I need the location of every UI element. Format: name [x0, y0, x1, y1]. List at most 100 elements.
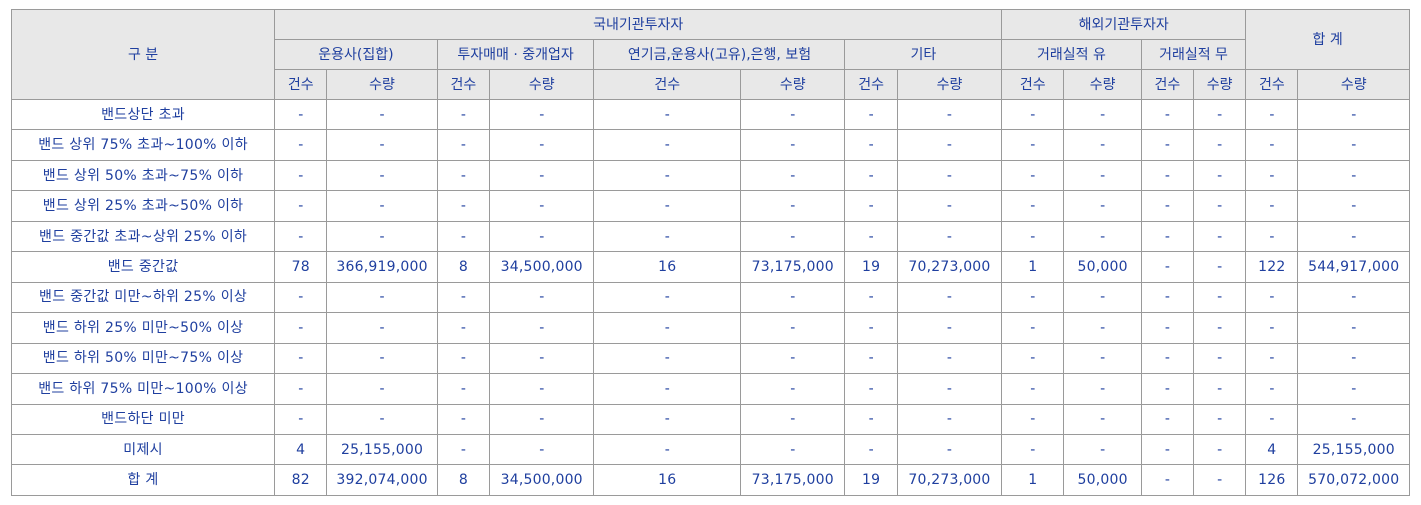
quantity-cell: -: [740, 98, 846, 131]
quantity-cell: -: [1063, 98, 1142, 131]
quantity-cell: 570,072,000: [1297, 464, 1410, 496]
table-row: 밴드 하위 25% 미만~50% 이상 - - - - - - - - - - - - - -: [10, 312, 1410, 344]
count-cell: -: [1245, 342, 1299, 375]
count-cell: -: [1140, 312, 1194, 344]
quantity-cell: -: [326, 129, 438, 161]
row-label: 밴드하단 미만: [10, 403, 276, 435]
count-cell: -: [1001, 342, 1065, 375]
quantity-cell: -: [1192, 190, 1247, 222]
quantity-cell: -: [1192, 129, 1247, 161]
quantity-cell: -: [1297, 342, 1410, 375]
table-row: 밴드 하위 50% 미만~75% 이상 - - - - - - - - - - - - - -: [10, 342, 1410, 375]
count-cell: -: [1245, 129, 1299, 161]
quantity-cell: -: [896, 220, 1003, 253]
table-row: 미제시 4 25,155,000- - - - - - - - - -4 25,155,000: [10, 433, 1410, 466]
table-row: 밴드 상위 75% 초과~100% 이하 - - - - - - - - - - - - - -: [10, 129, 1410, 161]
count-cell: -: [1245, 373, 1299, 405]
count-cell: 16: [593, 464, 742, 496]
count-cell: 19: [844, 251, 898, 283]
quantity-cell: -: [326, 403, 438, 435]
quantity-cell: -: [1297, 220, 1410, 253]
quantity-cell: -: [1297, 129, 1410, 161]
count-cell: -: [1001, 433, 1065, 466]
count-cell: -: [1140, 159, 1194, 192]
count-cell: -: [436, 98, 491, 131]
quantity-cell: -: [1297, 403, 1410, 435]
quantity-cell: -: [1192, 373, 1247, 405]
sub-header-row: 건수 수량 건수 수량 건수 수량 건수 수량 건수 수량 건수 수량 건수 수량: [12, 69, 1410, 100]
domestic-investor-header: 국내기관투자자: [274, 9, 1003, 40]
count-cell: -: [1245, 403, 1299, 435]
quantity-cell: -: [740, 281, 846, 314]
count-cell: 82: [274, 464, 328, 496]
count-cell: -: [1140, 403, 1194, 435]
count-cell: 126: [1245, 464, 1299, 496]
count-cell: -: [593, 433, 742, 466]
count-cell: -: [274, 159, 328, 192]
quantity-cell: -: [488, 433, 595, 466]
table-row: 밴드 중간값 초과~상위 25% 이하 - - - - - - - - - - - - - -: [10, 220, 1410, 253]
count-cell: -: [436, 190, 491, 222]
count-cell: -: [844, 342, 898, 375]
asset-mgmt-collective-header: 운용사(집합): [274, 39, 438, 70]
row-label: 밴드 하위 75% 미만~100% 이상: [10, 373, 276, 405]
count-cell: -: [1245, 159, 1299, 192]
count-header: 건수: [844, 69, 898, 100]
row-label: 미제시: [10, 433, 276, 466]
count-cell: -: [274, 312, 328, 344]
count-header: 건수: [436, 69, 491, 100]
count-cell: -: [436, 373, 491, 405]
quantity-cell: -: [488, 403, 595, 435]
foreign-investor-header: 해외기관투자자: [1001, 9, 1247, 40]
quantity-cell: -: [1063, 312, 1142, 344]
quantity-cell: -: [326, 220, 438, 253]
quantity-cell: -: [1192, 433, 1247, 466]
quantity-cell: -: [488, 98, 595, 131]
quantity-cell: -: [896, 433, 1003, 466]
count-cell: 4: [274, 433, 328, 466]
quantity-cell: -: [1063, 190, 1142, 222]
count-header: 건수: [274, 69, 328, 100]
count-cell: -: [274, 220, 328, 253]
quantity-cell: -: [1063, 342, 1142, 375]
quantity-cell: 70,273,000: [896, 464, 1003, 496]
quantity-cell: 544,917,000: [1297, 251, 1410, 283]
quantity-cell: -: [326, 159, 438, 192]
row-label: 밴드 상위 50% 초과~75% 이하: [10, 159, 276, 192]
count-cell: -: [844, 129, 898, 161]
demand-forecast-table: 구 분 국내기관투자자 해외기관투자자 합 계 운용사(집합) 투자매매 · 중…: [10, 9, 1410, 496]
without-trade-record-header: 거래실적 무: [1140, 39, 1247, 70]
quantity-cell: -: [1192, 98, 1247, 131]
quantity-cell: 73,175,000: [740, 251, 846, 283]
count-cell: -: [1245, 281, 1299, 314]
count-cell: -: [1140, 129, 1194, 161]
count-cell: -: [274, 129, 328, 161]
count-cell: -: [1245, 220, 1299, 253]
count-cell: -: [593, 129, 742, 161]
count-cell: -: [436, 129, 491, 161]
quantity-cell: -: [1297, 190, 1410, 222]
quantity-cell: -: [1192, 220, 1247, 253]
quantity-cell: -: [740, 220, 846, 253]
count-cell: -: [1140, 220, 1194, 253]
with-trade-record-header: 거래실적 유: [1001, 39, 1142, 70]
count-cell: -: [844, 190, 898, 222]
quantity-cell: -: [896, 281, 1003, 314]
quantity-cell: -: [488, 129, 595, 161]
quantity-cell: -: [488, 159, 595, 192]
quantity-header: 수량: [326, 69, 438, 100]
quantity-cell: -: [488, 342, 595, 375]
count-cell: 8: [436, 251, 491, 283]
count-cell: -: [593, 220, 742, 253]
count-cell: -: [844, 159, 898, 192]
row-label: 밴드 중간값 미만~하위 25% 이상: [10, 281, 276, 314]
count-cell: -: [1140, 281, 1194, 314]
other-header: 기타: [844, 39, 1003, 70]
quantity-header: 수량: [488, 69, 595, 100]
quantity-cell: -: [740, 129, 846, 161]
dealer-broker-header: 투자매매 · 중개업자: [436, 39, 595, 70]
quantity-cell: -: [326, 312, 438, 344]
count-cell: -: [436, 281, 491, 314]
count-cell: -: [593, 342, 742, 375]
count-header: 건수: [1140, 69, 1194, 100]
